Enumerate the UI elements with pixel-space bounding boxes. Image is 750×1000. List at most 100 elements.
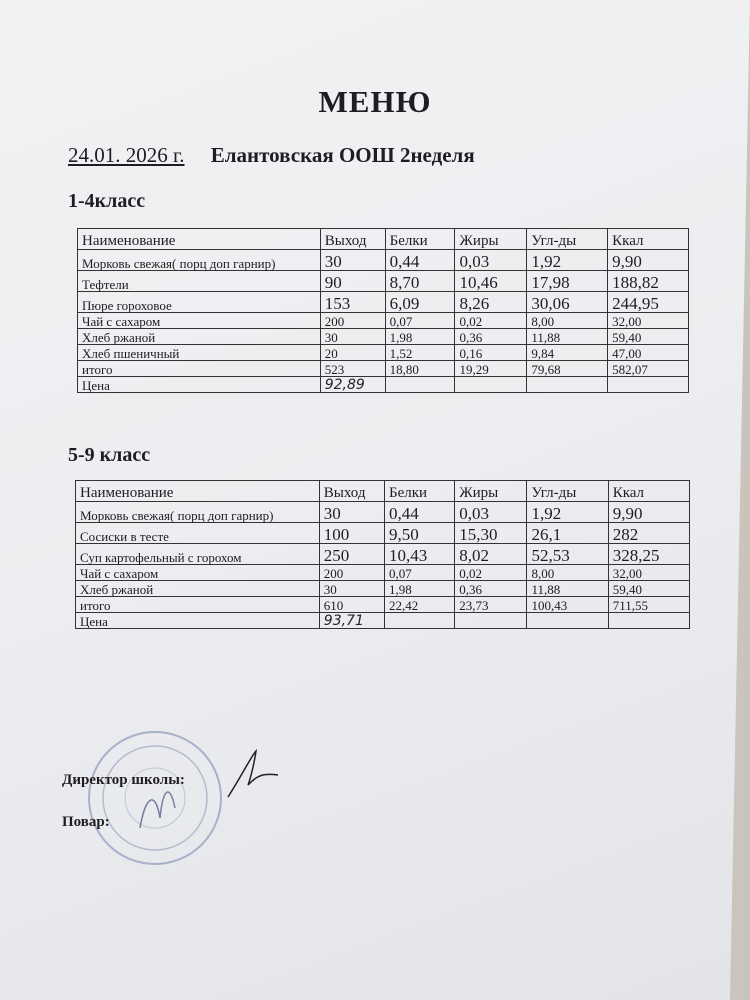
nutrition-value: 8,00 xyxy=(526,564,609,581)
nutrition-value: 8,26 xyxy=(454,291,528,313)
table-row: Суп картофельный с горохом 250 10,43 8,02 52… xyxy=(75,543,691,565)
menu-table-1-4: Наименование Выход Белки Жиры Угл-ды Ккал Морк… xyxy=(77,228,689,393)
page-title: МЕНЮ xyxy=(318,84,432,119)
nutrition-value: 30 xyxy=(318,501,385,523)
price-value: 93,71 xyxy=(318,612,385,629)
price-row: Цена 92,89 xyxy=(77,376,689,393)
nutrition-value: 200 xyxy=(318,564,385,581)
empty-cell xyxy=(607,612,691,629)
nutrition-value: 0,02 xyxy=(454,312,528,329)
header-row: Наименование Выход Белки Жиры Угл-ды Ккал xyxy=(75,480,691,502)
price-label: Цена xyxy=(75,612,320,629)
nutrition-value: 59,40 xyxy=(607,328,689,345)
nutrition-value: 10,46 xyxy=(454,270,528,292)
column-header: Белки xyxy=(384,228,456,250)
column-header: Выход xyxy=(318,480,385,502)
nutrition-value: 1,98 xyxy=(384,328,456,345)
dish-name: Чай с сахаром xyxy=(75,564,320,581)
nutrition-value: 30 xyxy=(318,580,385,597)
nutrition-value: 0,07 xyxy=(384,312,456,329)
cook-label: Повар: xyxy=(62,814,110,830)
section-2-label: 5-9 класс xyxy=(68,444,151,466)
nutrition-value: 8,70 xyxy=(384,270,456,292)
column-header: Угл-ды xyxy=(526,228,609,250)
nutrition-value: 100,43 xyxy=(526,596,609,613)
nutrition-value: 0,36 xyxy=(454,328,528,345)
nutrition-value: 9,50 xyxy=(383,522,456,544)
nutrition-value: 9,90 xyxy=(607,501,691,523)
director-signature xyxy=(227,748,279,798)
nutrition-value: 26,1 xyxy=(526,522,609,544)
nutrition-value: 1,98 xyxy=(383,580,456,597)
nutrition-value: 6,09 xyxy=(384,291,456,313)
column-header: Жиры xyxy=(454,228,528,250)
nutrition-value: 52,53 xyxy=(526,543,609,565)
table-row: Тефтели 90 8,70 10,46 17,98 188,82 xyxy=(77,270,689,292)
nutrition-value: 59,40 xyxy=(607,580,691,597)
table-row: Морковь свежая( порц доп гарнир) 30 0,44 0,… xyxy=(75,501,691,523)
dish-name: Тефтели xyxy=(77,270,321,292)
dish-name: Сосиски в тесте xyxy=(75,522,320,544)
empty-cell xyxy=(384,376,456,393)
nutrition-value: 244,95 xyxy=(607,291,689,313)
table-row: Чай с сахаром 200 0,07 0,02 8,00 32,00 xyxy=(77,312,689,329)
nutrition-value: 0,03 xyxy=(454,249,528,271)
nutrition-value: 250 xyxy=(318,543,385,565)
nutrition-value: 188,82 xyxy=(607,270,689,292)
column-header: Наименование xyxy=(77,228,321,250)
dish-name: итого xyxy=(75,596,320,613)
nutrition-value: 0,07 xyxy=(383,564,456,581)
dish-name: Хлеб пшеничный xyxy=(77,344,321,361)
column-header: Ккал xyxy=(607,480,691,502)
table-row: Хлеб ржаной 30 1,98 0,36 11,88 59,40 xyxy=(75,580,691,597)
empty-cell xyxy=(454,612,528,629)
nutrition-value: 0,44 xyxy=(383,501,456,523)
dish-name: Морковь свежая( порц доп гарнир) xyxy=(75,501,320,523)
nutrition-value: 282 xyxy=(607,522,691,544)
empty-cell xyxy=(454,376,528,393)
menu-table-5-9: Наименование Выход Белки Жиры Угл-ды Ккал Морк… xyxy=(75,480,691,629)
nutrition-value: 328,25 xyxy=(607,543,691,565)
table-row: Пюре гороховое 153 6,09 8,26 30,06 244,95 xyxy=(77,291,689,313)
nutrition-value: 90 xyxy=(319,270,386,292)
table-row: Сосиски в тесте 100 9,50 15,30 26,1 282 xyxy=(75,522,691,544)
nutrition-value: 1,92 xyxy=(526,249,609,271)
nutrition-value: 22,42 xyxy=(383,596,456,613)
nutrition-value: 17,98 xyxy=(526,270,609,292)
nutrition-value: 11,88 xyxy=(526,580,609,597)
column-header: Выход xyxy=(319,228,386,250)
nutrition-value: 153 xyxy=(319,291,386,313)
dish-name: Хлеб ржаной xyxy=(77,328,321,345)
table-row: Хлеб пшеничный 20 1,52 0,16 9,84 47,00 xyxy=(77,344,689,361)
nutrition-value: 0,03 xyxy=(454,501,528,523)
director-label: Директор школы: xyxy=(62,772,185,788)
dish-name: Чай с сахаром xyxy=(77,312,321,329)
nutrition-value: 0,02 xyxy=(454,564,528,581)
nutrition-value: 523 xyxy=(319,360,386,377)
table-row: Морковь свежая( порц доп гарнир) 30 0,44 0,… xyxy=(77,249,689,271)
header-row: Наименование Выход Белки Жиры Угл-ды Ккал xyxy=(77,228,689,250)
table-row: итого 523 18,80 19,29 79,68 582,07 xyxy=(77,360,689,377)
empty-cell xyxy=(526,376,609,393)
table-row: Хлеб ржаной 30 1,98 0,36 11,88 59,40 xyxy=(77,328,689,345)
subtitle: 24.01. 2026 г. Елантовская ООШ 2неделя xyxy=(68,143,475,168)
menu-date: 24.01. 2026 г. xyxy=(68,143,185,167)
table-row: Чай с сахаром 200 0,07 0,02 8,00 32,00 xyxy=(75,564,691,581)
nutrition-value: 9,84 xyxy=(526,344,609,361)
nutrition-value: 20 xyxy=(319,344,386,361)
nutrition-value: 0,44 xyxy=(384,249,456,271)
section-1-label: 1-4класс xyxy=(68,190,146,212)
nutrition-value: 8,00 xyxy=(526,312,609,329)
nutrition-value: 11,88 xyxy=(526,328,609,345)
table-row: итого 610 22,42 23,73 100,43 711,55 xyxy=(75,596,691,613)
nutrition-value: 1,52 xyxy=(384,344,456,361)
column-header: Белки xyxy=(383,480,456,502)
column-header: Жиры xyxy=(454,480,528,502)
nutrition-value: 32,00 xyxy=(607,312,689,329)
empty-cell xyxy=(383,612,456,629)
dish-name: Пюре гороховое xyxy=(77,291,321,313)
nutrition-value: 10,43 xyxy=(383,543,456,565)
nutrition-value: 200 xyxy=(319,312,386,329)
empty-cell xyxy=(526,612,609,629)
school-stamp xyxy=(88,731,222,865)
